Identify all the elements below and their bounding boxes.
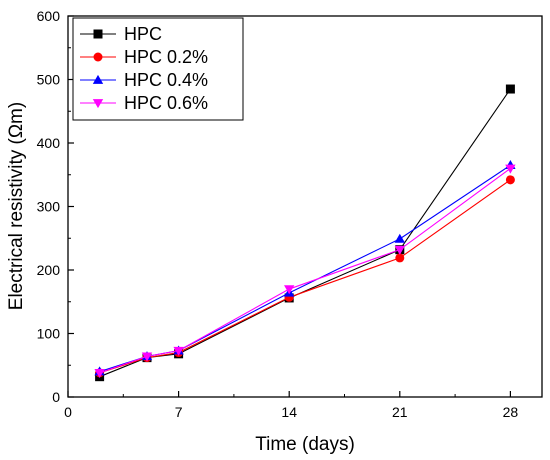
- x-axis: 0 7 14 21 28: [64, 391, 518, 420]
- triangle-up-marker: [394, 233, 405, 243]
- triangle-down-marker: [394, 245, 405, 255]
- legend-label: HPC: [124, 24, 162, 44]
- legend: HPC HPC 0.2% HPC 0.4% HPC 0.6%: [72, 17, 244, 121]
- series-line: [99, 88, 511, 378]
- y-axis-title: Electrical resistivity (Ωm): [6, 102, 27, 310]
- series-hpc: [95, 84, 515, 382]
- triangle-down-marker: [284, 285, 295, 295]
- triangle-down-marker: [92, 99, 104, 109]
- legend-item: HPC 0.4%: [80, 70, 208, 90]
- legend-label: HPC 0.4%: [124, 70, 208, 90]
- triangle-down-marker: [94, 369, 105, 379]
- square-marker: [505, 84, 515, 94]
- x-tick-label: 21: [392, 404, 408, 420]
- legend-label: HPC 0.6%: [124, 93, 208, 113]
- triangle-down-marker: [173, 346, 184, 356]
- series-line: [99, 167, 511, 374]
- series-line: [99, 179, 511, 374]
- triangle-down-marker: [141, 352, 153, 362]
- square-marker: [93, 29, 103, 39]
- x-tick-label: 7: [175, 404, 183, 420]
- series-hpc-0-2-: [95, 175, 515, 378]
- y-tick-label: 400: [37, 135, 61, 151]
- legend-item: HPC 0.2%: [80, 47, 208, 67]
- y-tick-label: 600: [37, 8, 61, 24]
- legend-item: HPC 0.6%: [80, 93, 208, 113]
- series-layer: [94, 84, 516, 382]
- legend-item: HPC: [80, 24, 162, 44]
- y-tick-label: 200: [37, 262, 61, 278]
- y-tick-label: 100: [37, 326, 61, 342]
- triangle-down-marker: [505, 164, 516, 174]
- x-tick-label: 14: [281, 404, 297, 420]
- y-tick-label: 300: [37, 199, 61, 215]
- x-tick-label: 28: [503, 404, 519, 420]
- y-tick-label: 500: [37, 72, 61, 88]
- x-tick-label: 0: [64, 404, 72, 420]
- series-hpc-0-4-: [94, 160, 516, 376]
- triangle-up-marker: [92, 74, 104, 84]
- circle-marker: [505, 175, 515, 185]
- circle-marker: [395, 253, 405, 263]
- y-tick-label: 0: [52, 389, 60, 405]
- series-line: [99, 164, 511, 373]
- y-axis: 0 100 200 300 400 500 600: [37, 8, 74, 405]
- circle-marker: [93, 52, 103, 62]
- legend-label: HPC 0.2%: [124, 47, 208, 67]
- x-axis-title: Time (days): [255, 434, 355, 455]
- series-hpc-0-6-: [94, 164, 516, 379]
